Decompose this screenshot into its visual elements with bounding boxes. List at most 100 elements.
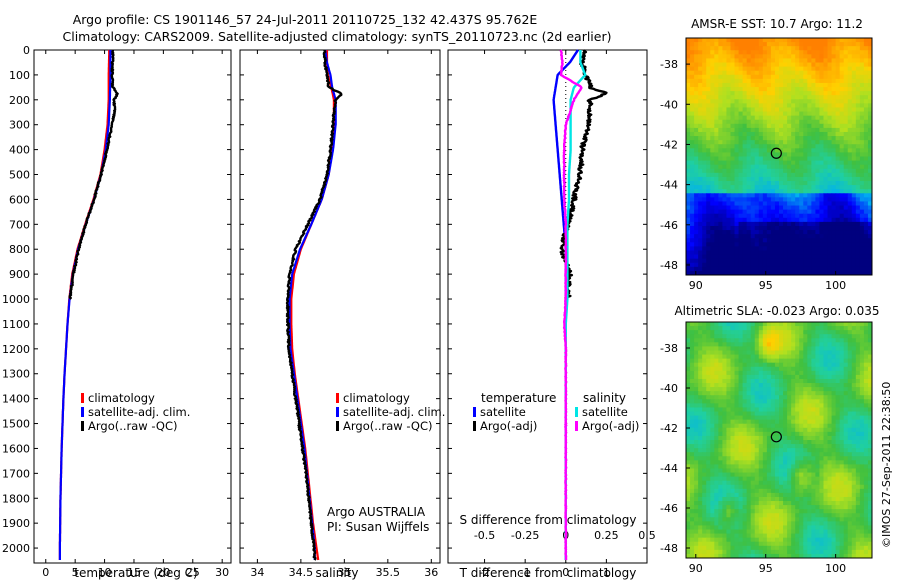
heatmap-cell bbox=[839, 262, 845, 268]
heatmap-cell bbox=[766, 111, 772, 117]
heatmap-cell bbox=[823, 111, 829, 117]
heatmap-cell bbox=[835, 38, 841, 43]
heatmap-cell bbox=[851, 205, 857, 211]
heatmap-cell bbox=[807, 99, 812, 104]
heatmap-cell bbox=[770, 58, 776, 64]
heatmap-cell bbox=[839, 258, 845, 264]
heatmap-cell bbox=[823, 444, 829, 449]
heatmap-cell bbox=[710, 172, 715, 178]
heatmap-cell bbox=[738, 456, 744, 461]
heatmap-cell bbox=[855, 431, 861, 437]
heatmap-cell bbox=[694, 160, 699, 166]
heatmap-cell bbox=[754, 374, 760, 380]
heatmap-cell bbox=[694, 131, 699, 137]
heatmap-cell bbox=[863, 378, 869, 384]
heatmap-cell bbox=[851, 140, 857, 145]
heatmap-cell bbox=[835, 127, 841, 133]
heatmap-cell bbox=[742, 468, 748, 474]
heatmap-cell bbox=[811, 254, 816, 260]
heatmap-cell bbox=[758, 78, 764, 84]
heatmap-cell bbox=[783, 270, 788, 275]
heatmap-cell bbox=[831, 254, 837, 260]
heatmap-cell bbox=[783, 140, 788, 145]
heatmap-cell bbox=[779, 444, 784, 449]
heatmap-cell bbox=[847, 399, 853, 404]
heatmap-cell bbox=[766, 350, 772, 356]
legend-swatch bbox=[336, 421, 339, 431]
heatmap-cell bbox=[863, 221, 869, 227]
heatmap-cell bbox=[750, 456, 756, 461]
heatmap-cell bbox=[815, 185, 821, 190]
heatmap-cell bbox=[762, 378, 768, 384]
heatmap-cell bbox=[783, 354, 788, 360]
heatmap-cell bbox=[766, 266, 772, 272]
heatmap-cell bbox=[734, 334, 740, 339]
heatmap-cell bbox=[807, 456, 812, 461]
heatmap-cell bbox=[698, 440, 703, 445]
heatmap-cell bbox=[694, 205, 699, 211]
heatmap-cell bbox=[787, 221, 792, 227]
heatmap-cell bbox=[702, 156, 707, 162]
heatmap-cell bbox=[710, 148, 715, 154]
heatmap-cell bbox=[750, 484, 756, 490]
heatmap-cell bbox=[762, 342, 768, 348]
heatmap-cell bbox=[766, 448, 772, 453]
heatmap-cell bbox=[839, 370, 845, 376]
heatmap-cell bbox=[859, 411, 865, 417]
heatmap-cell bbox=[787, 395, 792, 400]
heatmap-cell bbox=[855, 322, 861, 327]
heatmap-cell bbox=[770, 444, 776, 449]
heatmap-cell bbox=[722, 225, 728, 231]
heatmap-cell bbox=[831, 242, 837, 247]
heatmap-cell bbox=[738, 62, 744, 68]
heatmap-cell bbox=[835, 266, 841, 272]
heatmap-cell bbox=[867, 172, 872, 178]
salinity-series-line bbox=[290, 49, 335, 561]
heatmap-cell bbox=[787, 176, 792, 182]
heatmap-cell bbox=[702, 42, 707, 47]
heatmap-cell bbox=[714, 250, 719, 256]
heatmap-cell bbox=[823, 326, 829, 331]
heatmap-cell bbox=[843, 78, 849, 84]
heatmap-cell bbox=[811, 338, 816, 343]
heatmap-cell bbox=[783, 176, 788, 182]
heatmap-cell bbox=[863, 115, 869, 121]
heatmap-cell bbox=[847, 164, 853, 170]
heatmap-cell bbox=[855, 330, 861, 335]
heatmap-cell bbox=[855, 242, 861, 247]
heatmap-cell bbox=[710, 266, 715, 272]
heatmap-cell bbox=[730, 123, 736, 129]
heatmap-cell bbox=[867, 103, 872, 109]
heatmap-cell bbox=[823, 217, 829, 223]
heatmap-cell bbox=[734, 262, 740, 268]
heatmap-cell bbox=[791, 480, 796, 486]
heatmap-cell bbox=[783, 456, 788, 461]
heatmap-cell bbox=[766, 452, 772, 457]
heatmap-cell bbox=[819, 168, 825, 174]
heatmap-cell bbox=[819, 74, 825, 80]
heatmap-cell bbox=[702, 168, 707, 174]
heatmap-cell bbox=[746, 230, 752, 235]
heatmap-cell bbox=[807, 338, 812, 343]
heatmap-cell bbox=[779, 209, 784, 215]
heatmap-cell bbox=[762, 99, 768, 104]
heatmap-cell bbox=[815, 387, 821, 392]
heatmap-cell bbox=[774, 217, 780, 223]
heatmap-cell bbox=[710, 123, 715, 129]
heatmap-cell bbox=[714, 205, 719, 211]
heatmap-cell bbox=[791, 91, 796, 96]
heatmap-cell bbox=[819, 164, 825, 170]
heatmap-cell bbox=[762, 70, 768, 76]
heatmap-cell bbox=[698, 246, 703, 252]
heatmap-cell bbox=[722, 119, 728, 125]
heatmap-cell bbox=[835, 440, 841, 445]
heatmap-cell bbox=[734, 213, 740, 219]
heatmap-cell bbox=[706, 440, 711, 445]
heatmap-cell bbox=[726, 91, 732, 96]
heatmap-cell bbox=[835, 213, 841, 219]
heatmap-cell bbox=[734, 496, 740, 502]
heatmap-cell bbox=[758, 346, 764, 352]
heatmap-cell bbox=[827, 152, 833, 158]
heatmap-cell bbox=[754, 378, 760, 384]
heatmap-cell bbox=[730, 136, 736, 141]
